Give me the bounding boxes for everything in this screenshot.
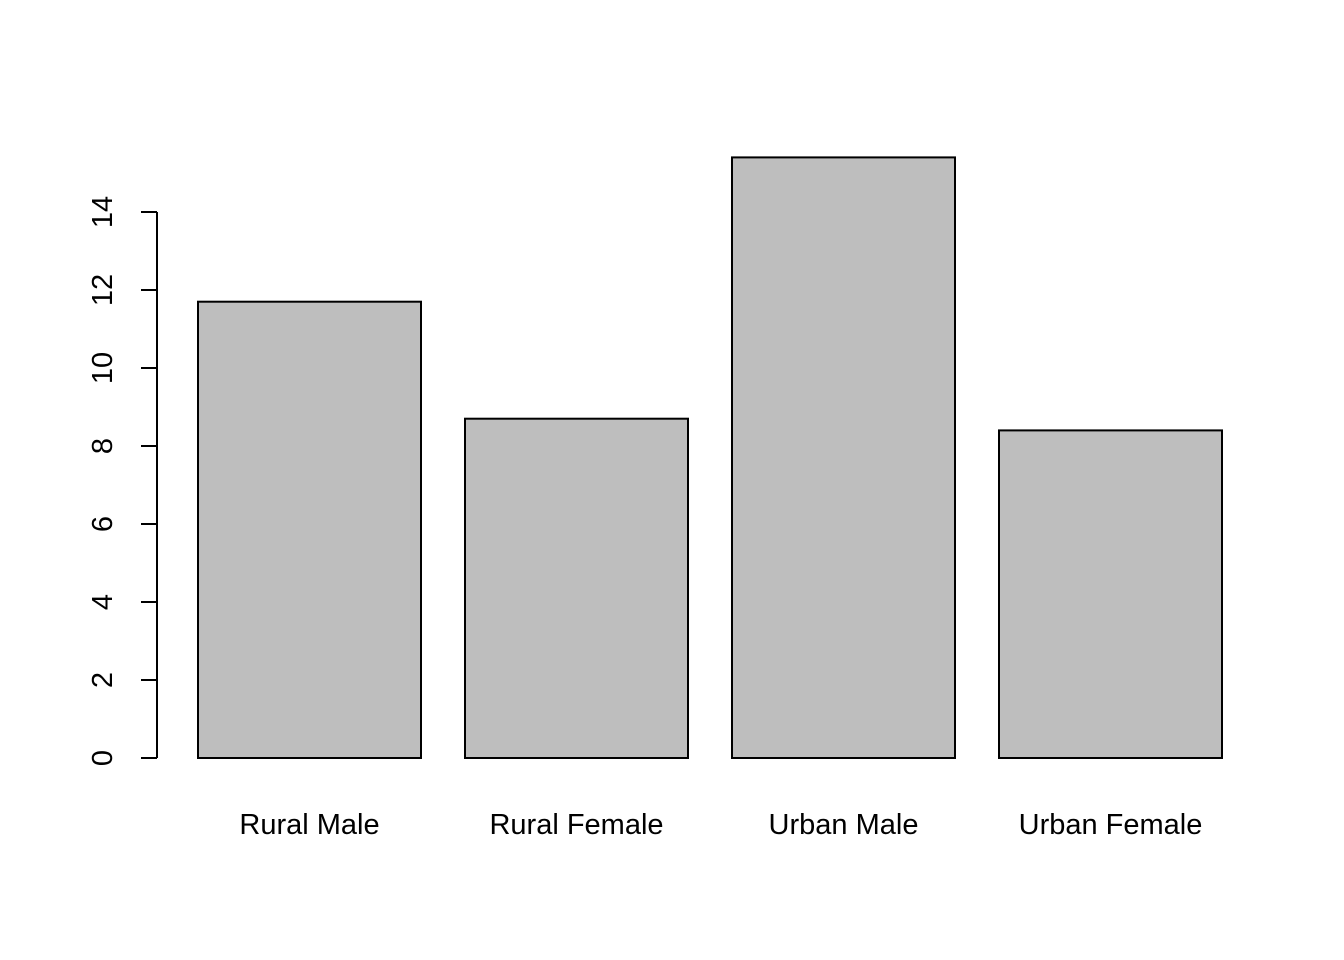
bar-urban-female (998, 429, 1223, 759)
y-tick-label: 6 (87, 516, 119, 532)
y-tick-label: 14 (87, 196, 119, 228)
y-tick-label: 0 (87, 750, 119, 766)
bar-urban-male (731, 156, 956, 759)
y-tick-label: 8 (87, 438, 119, 454)
y-tick-label: 2 (87, 672, 119, 688)
y-tick-label: 10 (87, 352, 119, 384)
y-tick-label: 12 (87, 274, 119, 306)
bar-group (197, 156, 1223, 759)
x-category-label: Rural Female (489, 809, 663, 841)
x-category-label: Urban Male (769, 809, 919, 841)
x-axis-labels: Rural Male Rural Female Urban Male Urban Fe… (239, 809, 1202, 841)
bar-rural-male (197, 300, 422, 759)
x-category-label: Rural Male (239, 809, 379, 841)
bar-rural-female (464, 417, 689, 759)
y-axis: 0 2 4 6 8 10 12 14 (87, 196, 158, 766)
x-category-label: Urban Female (1019, 809, 1203, 841)
y-tick-label: 4 (87, 594, 119, 610)
